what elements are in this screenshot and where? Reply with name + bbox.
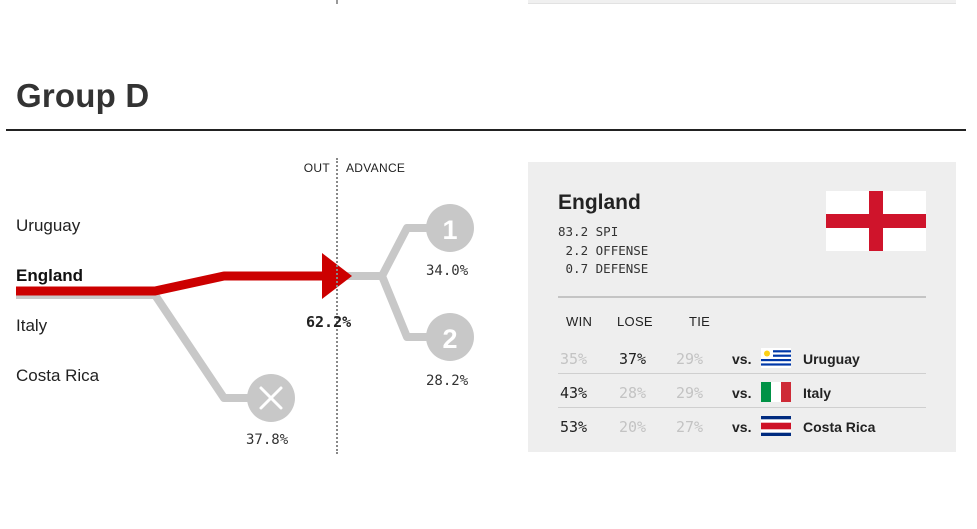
lose-pct: 28% (619, 384, 647, 402)
win-pct: 43% (560, 384, 588, 402)
first-place-label: 1 (442, 215, 457, 245)
x-icon (259, 386, 283, 410)
defense-label: DEFENSE (595, 261, 649, 276)
team-stats: 83.2 SPI 2.2 OFFENSE 0.7 DEFENSE (558, 223, 648, 279)
vs-label: vs. (732, 385, 752, 401)
panel-team-name: England (558, 191, 641, 214)
selected-path-line (16, 271, 326, 296)
italy-flag-icon (761, 382, 791, 402)
group-title: Group D (16, 77, 150, 114)
title-rule (6, 129, 966, 131)
win-pct: 35% (560, 350, 588, 368)
out-label: OUT (303, 161, 330, 175)
win-pct: 53% (560, 418, 588, 436)
tie-pct: 29% (676, 384, 704, 402)
lose-pct: 37% (619, 350, 647, 368)
tie-pct: 29% (676, 350, 704, 368)
team-costa-rica[interactable]: Costa Rica (16, 366, 100, 385)
tie-header: TIE (689, 314, 711, 329)
england-flag-icon (826, 191, 926, 251)
opponent-name: Italy (803, 385, 832, 401)
second-place-circle (426, 313, 474, 361)
advance-pct: 62.2% (306, 313, 352, 331)
vs-label: vs. (732, 351, 752, 367)
lose-pct: 20% (619, 418, 647, 436)
match-row-costa-rica: 53% 20% 27% vs. Costa Rica (558, 407, 926, 441)
first-place-pct: 34.0% (426, 263, 469, 279)
offense-value: 2.2 (565, 242, 589, 258)
out-pct: 37.8% (246, 432, 289, 448)
tie-pct: 27% (676, 418, 704, 436)
panel-divider (558, 296, 926, 298)
out-advance-divider (336, 158, 338, 454)
team-uruguay[interactable]: Uruguay (16, 216, 81, 235)
match-row-italy: 43% 28% 29% vs. Italy (558, 373, 926, 408)
previous-panel-edge (528, 0, 956, 4)
match-row-uruguay: 35% 37% 29% vs. Uruguay (558, 339, 926, 374)
advance-label: ADVANCE (346, 161, 406, 175)
defense-value: 0.7 (565, 261, 589, 276)
win-header: WIN (566, 314, 593, 329)
costa-rica-flag-icon (761, 416, 791, 436)
team-italy[interactable]: Italy (16, 316, 48, 335)
branch-first-place-line (345, 224, 432, 280)
vs-label: vs. (732, 419, 752, 435)
opponent-name: Costa Rica (803, 419, 876, 435)
spi-value: 83.2 (558, 224, 589, 239)
lose-header: LOSE (617, 314, 653, 329)
opponent-name: Uruguay (803, 351, 860, 367)
team-detail-panel: England 83.2 SPI 2.2 OFFENSE 0.7 DEFENSE… (528, 162, 956, 452)
offense-label: OFFENSE (595, 242, 649, 258)
uruguay-flag-icon (761, 348, 791, 368)
second-place-label: 2 (442, 324, 457, 354)
first-place-circle (426, 204, 474, 252)
top-divider (336, 0, 338, 4)
spi-label: SPI (595, 224, 619, 239)
branch-second-place-line (378, 274, 432, 341)
team-england[interactable]: England (16, 266, 84, 285)
second-place-pct: 28.2% (426, 373, 469, 389)
